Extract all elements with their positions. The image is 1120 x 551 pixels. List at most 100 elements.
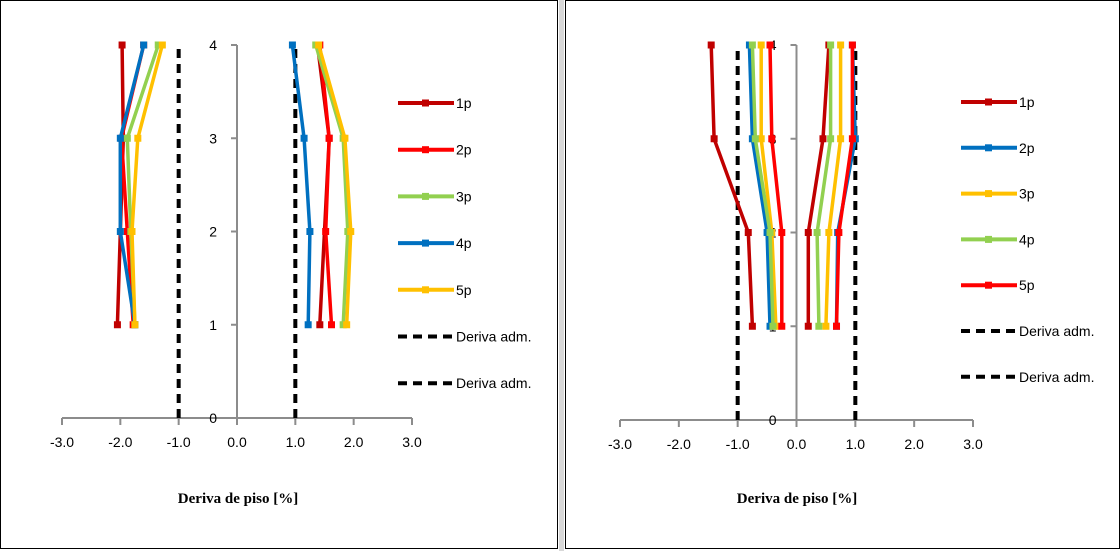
series-line-5p [768,44,784,327]
series-marker-5p [848,135,856,143]
x-tick-label: -3.0 [608,436,632,452]
panel-separator [559,0,564,551]
legend-label: 5p [1019,277,1035,293]
series-marker-3p [825,229,833,236]
series-marker-1p [744,229,752,236]
legend-marker-5p [985,281,992,289]
legend-label: 2p [1019,140,1035,156]
series-marker-5p [315,41,323,49]
y-tick-label: 4 [209,37,217,53]
series-marker-4p [827,41,835,49]
legend-label: 2p [456,142,472,158]
series-marker-5p [768,135,776,143]
x-tick-label: -2.0 [667,436,691,452]
series-marker-4p [140,41,148,49]
x-axis-title: Deriva de piso [%] [178,491,298,507]
y-tick-label: 0 [209,410,217,426]
series-line-2p [318,44,334,325]
series-marker-5p [347,228,355,235]
series-marker-1p [819,135,827,143]
series-marker-4p [116,228,124,235]
series-line-5p [130,44,164,325]
x-tick-label: 2.0 [904,436,924,452]
x-tick-label: -1.0 [167,434,191,450]
legend-marker-1p [985,98,992,106]
legend-label: Deriva adm. [1019,323,1094,339]
series-marker-4p [300,134,308,142]
series-marker-4p [751,135,759,143]
series-marker-4p [827,135,835,143]
series-line-4p [750,44,775,327]
legend-marker-5p [422,286,429,294]
series-marker-1p [748,322,756,330]
chart-left-svg: -3.0 -2.0 -1.0 0.0 1.0 2.0 3.0 0 1 2 3 4 1p 2p 3p 4p 5p D… [50,37,532,507]
x-tick-label: 1.0 [846,436,866,452]
series-marker-5p [343,321,351,329]
series-line-4p [815,45,833,327]
series-marker-1p [316,321,324,329]
legend-marker-4p [985,235,992,243]
legend-label: 4p [1019,231,1035,247]
series-marker-3p [757,41,765,49]
series-marker-5p [128,228,136,235]
series-marker-1p [804,229,812,236]
series-marker-5p [778,322,786,330]
series-marker-3p [837,135,845,143]
series-marker-4p [306,228,314,235]
x-axis-title: Deriva de piso [%] [737,491,857,507]
x-tick-label: 0.0 [227,434,247,450]
x-tick-label: 0.0 [787,436,807,452]
series-line-4p [290,44,312,325]
series-marker-5p [158,41,166,49]
series-line-3p [314,44,350,325]
series-line-5p [317,44,353,325]
series-marker-2p [325,134,333,142]
series-line-2p [747,44,772,327]
x-tick-label: 3.0 [402,434,422,450]
series-marker-1p [707,41,715,49]
legend-marker-2p [422,146,429,154]
chart-panel-left: -3.0 -2.0 -1.0 0.0 1.0 2.0 3.0 0 1 2 3 4 1p 2p 3p 4p 5p D… [0,0,558,549]
chart-right-svg: -3.0-2.0-1.00.01.02.03.0012341p2p3p4p5pD… [608,37,1095,507]
series-line-1p [806,44,831,327]
series-marker-2p [328,321,335,329]
series-marker-3p [822,322,830,330]
x-tick-label: 3.0 [963,436,983,452]
series-marker-5p [766,41,774,49]
series-line-1p [709,44,755,327]
series-marker-5p [131,321,139,329]
legend-label: Deriva adm. [456,375,531,391]
y-tick-label: 3 [209,130,217,146]
series-marker-5p [134,134,142,142]
series-marker-4p [748,41,756,49]
x-tick-label: -1.0 [726,436,750,452]
series-line-3p [759,45,778,327]
x-tick-label: 2.0 [344,434,364,450]
series-marker-5p [778,229,786,236]
series-marker-4p [766,229,774,236]
series-line-5p [834,45,855,327]
series-marker-5p [835,229,843,236]
y-tick-label: 1 [209,317,217,333]
y-tick-label: 0 [769,412,777,428]
series-marker-1p [710,135,718,143]
legend-label: Deriva adm. [456,329,531,345]
series-marker-3p [837,41,845,49]
series-marker-4p [288,41,296,49]
x-tick-label: 1.0 [286,434,306,450]
series-marker-4p [304,321,312,329]
legend-label: 1p [456,95,472,111]
series-marker-3p [757,135,765,143]
series-marker-4p [116,134,124,142]
legend-marker-3p [985,190,992,198]
series-marker-1p [118,41,126,49]
legend-label: 4p [456,235,472,251]
legend-marker-2p [985,144,992,152]
series-marker-1p [804,322,812,330]
series-marker-3p [154,41,162,49]
series-marker-5p [341,134,349,142]
legend-label: 1p [1019,94,1035,110]
legend-marker-3p [422,192,429,200]
series-marker-3p [123,134,131,142]
series-marker-1p [113,321,121,329]
